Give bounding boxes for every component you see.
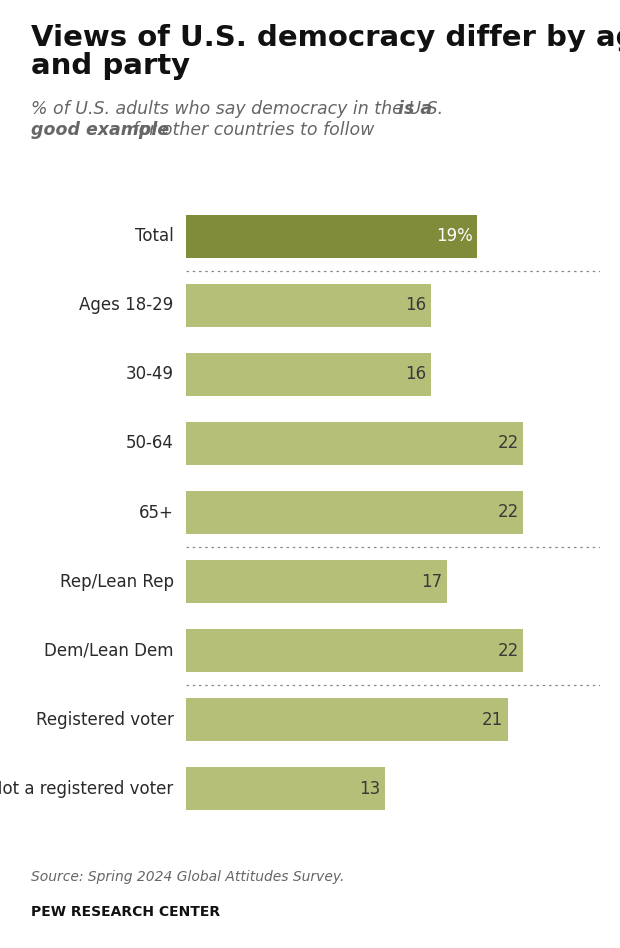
Text: good example: good example (31, 121, 169, 139)
Text: % of U.S. adults who say democracy in the U.S.: % of U.S. adults who say democracy in th… (31, 100, 449, 118)
Text: 13: 13 (360, 779, 381, 797)
Text: 16: 16 (405, 297, 427, 315)
Text: 17: 17 (421, 573, 442, 591)
Bar (186, 284, 432, 327)
Bar (186, 353, 432, 396)
Bar (186, 215, 477, 258)
Text: Registered voter: Registered voter (36, 711, 174, 729)
Text: Views of U.S. democracy differ by age: Views of U.S. democracy differ by age (31, 24, 620, 52)
Text: 22: 22 (497, 642, 519, 660)
Bar (186, 698, 508, 741)
Text: Dem/Lean Dem: Dem/Lean Dem (44, 642, 174, 660)
Text: Rep/Lean Rep: Rep/Lean Rep (60, 573, 174, 591)
Bar (186, 422, 523, 465)
Bar (186, 491, 523, 534)
Text: 22: 22 (497, 503, 519, 521)
Bar (186, 560, 446, 603)
Text: 22: 22 (497, 434, 519, 452)
Text: 65+: 65+ (139, 503, 174, 521)
Text: and party: and party (31, 52, 190, 81)
Bar (186, 629, 523, 672)
Text: PEW RESEARCH CENTER: PEW RESEARCH CENTER (31, 905, 220, 920)
Text: Not a registered voter: Not a registered voter (0, 779, 174, 797)
Text: 30-49: 30-49 (126, 366, 174, 383)
Bar (186, 767, 386, 810)
Text: Total: Total (135, 228, 174, 246)
Text: 16: 16 (405, 366, 427, 383)
Text: Ages 18-29: Ages 18-29 (79, 297, 174, 315)
Text: for other countries to follow: for other countries to follow (127, 121, 374, 139)
Text: 21: 21 (482, 711, 503, 729)
Text: Source: Spring 2024 Global Attitudes Survey.: Source: Spring 2024 Global Attitudes Sur… (31, 869, 344, 884)
Text: is a: is a (398, 100, 432, 118)
Text: 19%: 19% (436, 228, 472, 246)
Text: 50-64: 50-64 (126, 434, 174, 452)
